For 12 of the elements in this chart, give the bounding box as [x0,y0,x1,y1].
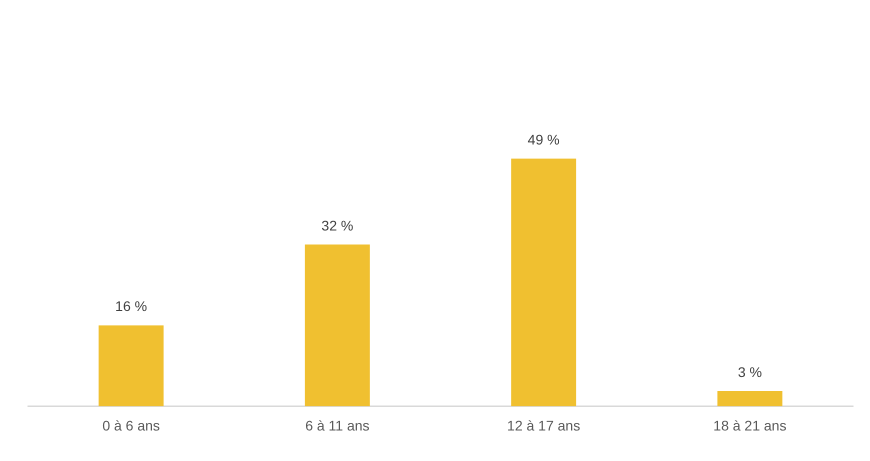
x-tick-label: 0 à 6 ans [102,417,160,434]
data-label: 49 % [528,131,560,148]
data-label: 32 % [321,217,354,234]
bar [511,158,576,406]
data-label: 3 % [738,364,762,380]
x-tick-label: 12 à 17 ans [507,417,580,434]
data-label: 16 % [115,298,148,314]
bar [717,391,782,406]
bar [304,244,370,406]
x-tick-label: 6 à 11 ans [305,417,370,434]
x-tick-label: 18 à 21 ans [713,417,786,434]
bar [98,325,164,406]
